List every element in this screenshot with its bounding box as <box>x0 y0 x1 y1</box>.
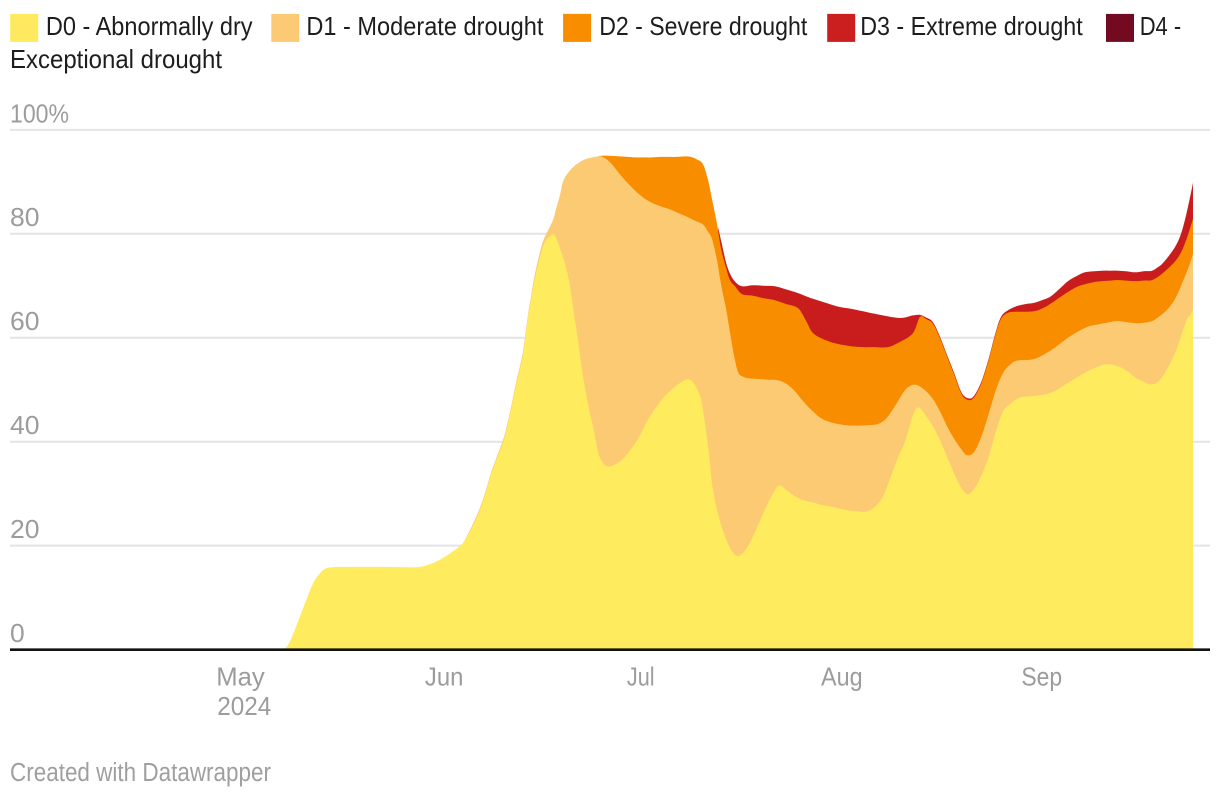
svg-text:Aug: Aug <box>821 662 863 692</box>
svg-text:Jul: Jul <box>627 662 655 692</box>
svg-text:Sep: Sep <box>1021 662 1062 692</box>
svg-text:2024: 2024 <box>217 691 271 721</box>
svg-text:May: May <box>216 662 265 692</box>
svg-text:D0 - Abnormally dry: D0 - Abnormally dry <box>46 11 253 41</box>
svg-text:60: 60 <box>10 306 40 336</box>
svg-text:D3 - Extreme drought: D3 - Extreme drought <box>860 11 1083 41</box>
svg-text:Jun: Jun <box>425 662 464 692</box>
svg-text:Exceptional drought: Exceptional drought <box>10 44 223 74</box>
svg-text:D2 - Severe drought: D2 - Severe drought <box>599 11 808 41</box>
svg-text:0: 0 <box>10 618 25 648</box>
svg-text:Created with Datawrapper: Created with Datawrapper <box>10 759 271 787</box>
svg-text:40: 40 <box>10 410 40 440</box>
svg-text:D4 -: D4 - <box>1140 11 1182 41</box>
svg-text:80: 80 <box>10 202 40 232</box>
svg-text:D1 - Moderate drought: D1 - Moderate drought <box>306 11 544 41</box>
svg-text:20: 20 <box>10 514 40 544</box>
svg-text:100%: 100% <box>10 98 69 128</box>
